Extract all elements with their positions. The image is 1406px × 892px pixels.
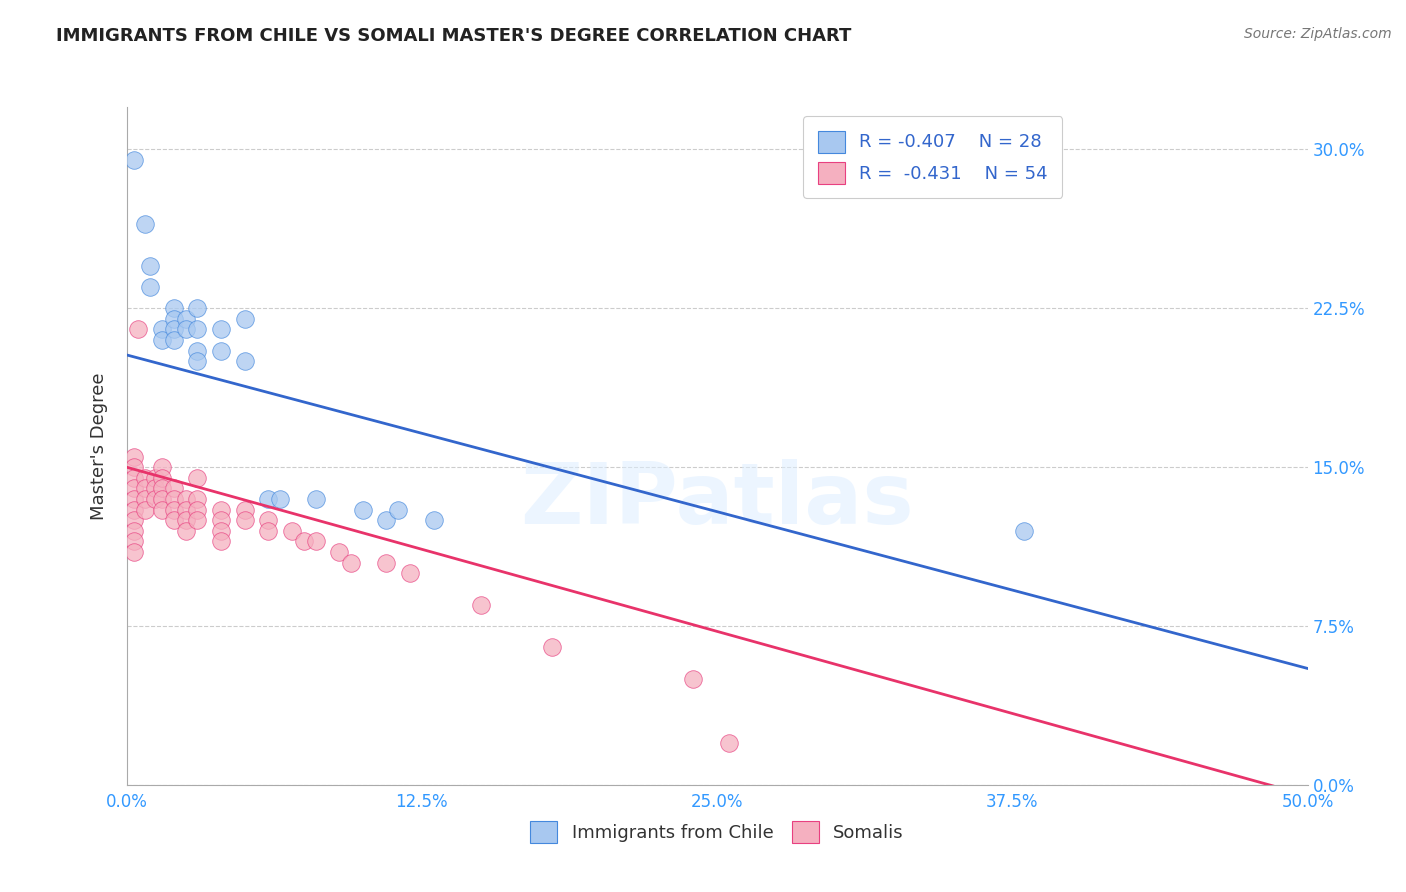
Point xyxy=(122,471,145,485)
Point xyxy=(540,640,562,655)
Point xyxy=(163,333,186,347)
Point xyxy=(257,491,280,506)
Point xyxy=(150,322,173,336)
Point xyxy=(163,491,186,506)
Point xyxy=(470,598,492,612)
Point xyxy=(269,491,291,506)
Point xyxy=(186,491,208,506)
Point xyxy=(150,460,173,475)
Point xyxy=(233,312,256,326)
Point xyxy=(186,502,208,516)
Point xyxy=(143,482,166,496)
Point xyxy=(174,312,197,326)
Point xyxy=(122,513,145,527)
Point xyxy=(186,354,208,368)
Point xyxy=(163,322,186,336)
Point xyxy=(375,513,398,527)
Point xyxy=(1012,524,1035,538)
Point xyxy=(122,153,145,167)
Point xyxy=(174,502,197,516)
Point xyxy=(122,534,145,549)
Point xyxy=(134,491,156,506)
Point xyxy=(209,513,232,527)
Text: IMMIGRANTS FROM CHILE VS SOMALI MASTER'S DEGREE CORRELATION CHART: IMMIGRANTS FROM CHILE VS SOMALI MASTER'S… xyxy=(56,27,852,45)
Text: Source: ZipAtlas.com: Source: ZipAtlas.com xyxy=(1244,27,1392,41)
Point xyxy=(150,502,173,516)
Point xyxy=(127,322,149,336)
Y-axis label: Master's Degree: Master's Degree xyxy=(90,372,108,520)
Point xyxy=(163,301,186,316)
Point xyxy=(143,471,166,485)
Point xyxy=(186,322,208,336)
Point xyxy=(186,301,208,316)
Point xyxy=(328,545,350,559)
Point xyxy=(682,672,704,686)
Point xyxy=(150,333,173,347)
Point xyxy=(134,471,156,485)
Legend: Immigrants from Chile, Somalis: Immigrants from Chile, Somalis xyxy=(523,814,911,850)
Point xyxy=(304,534,326,549)
Point xyxy=(186,343,208,358)
Point xyxy=(122,502,145,516)
Point xyxy=(122,524,145,538)
Point xyxy=(257,513,280,527)
Point xyxy=(122,545,145,559)
Point xyxy=(399,566,422,581)
Point xyxy=(122,482,145,496)
Point xyxy=(304,491,326,506)
Point xyxy=(134,217,156,231)
Point xyxy=(257,524,280,538)
Point xyxy=(150,482,173,496)
Point xyxy=(163,312,186,326)
Point xyxy=(163,513,186,527)
Point xyxy=(209,322,232,336)
Point xyxy=(186,513,208,527)
Point xyxy=(134,482,156,496)
Point xyxy=(209,343,232,358)
Point xyxy=(163,502,186,516)
Point xyxy=(150,491,173,506)
Point xyxy=(134,502,156,516)
Point xyxy=(352,502,374,516)
Point xyxy=(209,524,232,538)
Point xyxy=(233,502,256,516)
Point xyxy=(375,556,398,570)
Point xyxy=(233,513,256,527)
Point xyxy=(717,735,740,749)
Point xyxy=(139,259,162,273)
Point xyxy=(174,513,197,527)
Point xyxy=(174,322,197,336)
Point xyxy=(163,482,186,496)
Point xyxy=(387,502,409,516)
Point xyxy=(174,491,197,506)
Point xyxy=(233,354,256,368)
Point xyxy=(143,491,166,506)
Point xyxy=(150,471,173,485)
Text: ZIPatlas: ZIPatlas xyxy=(520,458,914,541)
Point xyxy=(340,556,363,570)
Point xyxy=(174,524,197,538)
Point xyxy=(209,502,232,516)
Point xyxy=(209,534,232,549)
Point xyxy=(292,534,315,549)
Point xyxy=(422,513,444,527)
Point xyxy=(122,460,145,475)
Point xyxy=(281,524,304,538)
Point xyxy=(139,280,162,294)
Point xyxy=(186,471,208,485)
Point xyxy=(122,491,145,506)
Point xyxy=(122,450,145,464)
